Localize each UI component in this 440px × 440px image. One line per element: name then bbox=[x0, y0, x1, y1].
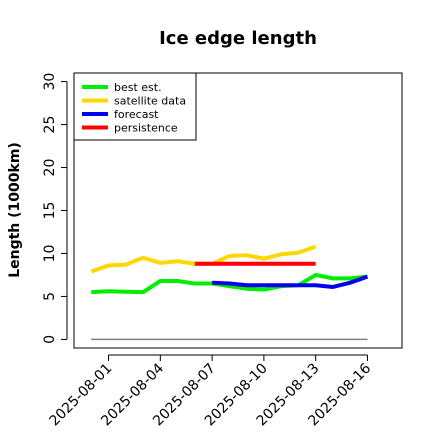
y-axis: 0 5 10 15 20 25 30 bbox=[42, 73, 68, 344]
plot-frame bbox=[73, 72, 403, 349]
series-lines bbox=[90, 244, 369, 341]
y-tick-label: 15 bbox=[42, 202, 58, 220]
series-line-forecast bbox=[212, 274, 369, 289]
series-line-satellite-data bbox=[90, 244, 317, 274]
legend-label: satellite data bbox=[114, 95, 186, 108]
legend-label: persistence bbox=[114, 122, 178, 135]
y-axis-label: Length (1000km) bbox=[7, 142, 23, 278]
x-axis: 2025-08-012025-08-042025-08-072025-08-10… bbox=[47, 354, 374, 429]
y-tick-label: 25 bbox=[42, 116, 58, 134]
series-line-best-est bbox=[91, 272, 368, 295]
y-tick-label: 30 bbox=[42, 73, 58, 91]
chart-title: Ice edge length bbox=[159, 28, 317, 49]
legend-label: forecast bbox=[114, 108, 159, 121]
legend: best est.satellite dataforecastpersisten… bbox=[73, 72, 197, 141]
y-tick-label: 5 bbox=[42, 292, 58, 301]
y-tick-label: 10 bbox=[42, 245, 58, 263]
y-tick-label: 0 bbox=[42, 335, 58, 344]
y-tick-label: 20 bbox=[42, 159, 58, 177]
legend-label: best est. bbox=[114, 81, 162, 94]
